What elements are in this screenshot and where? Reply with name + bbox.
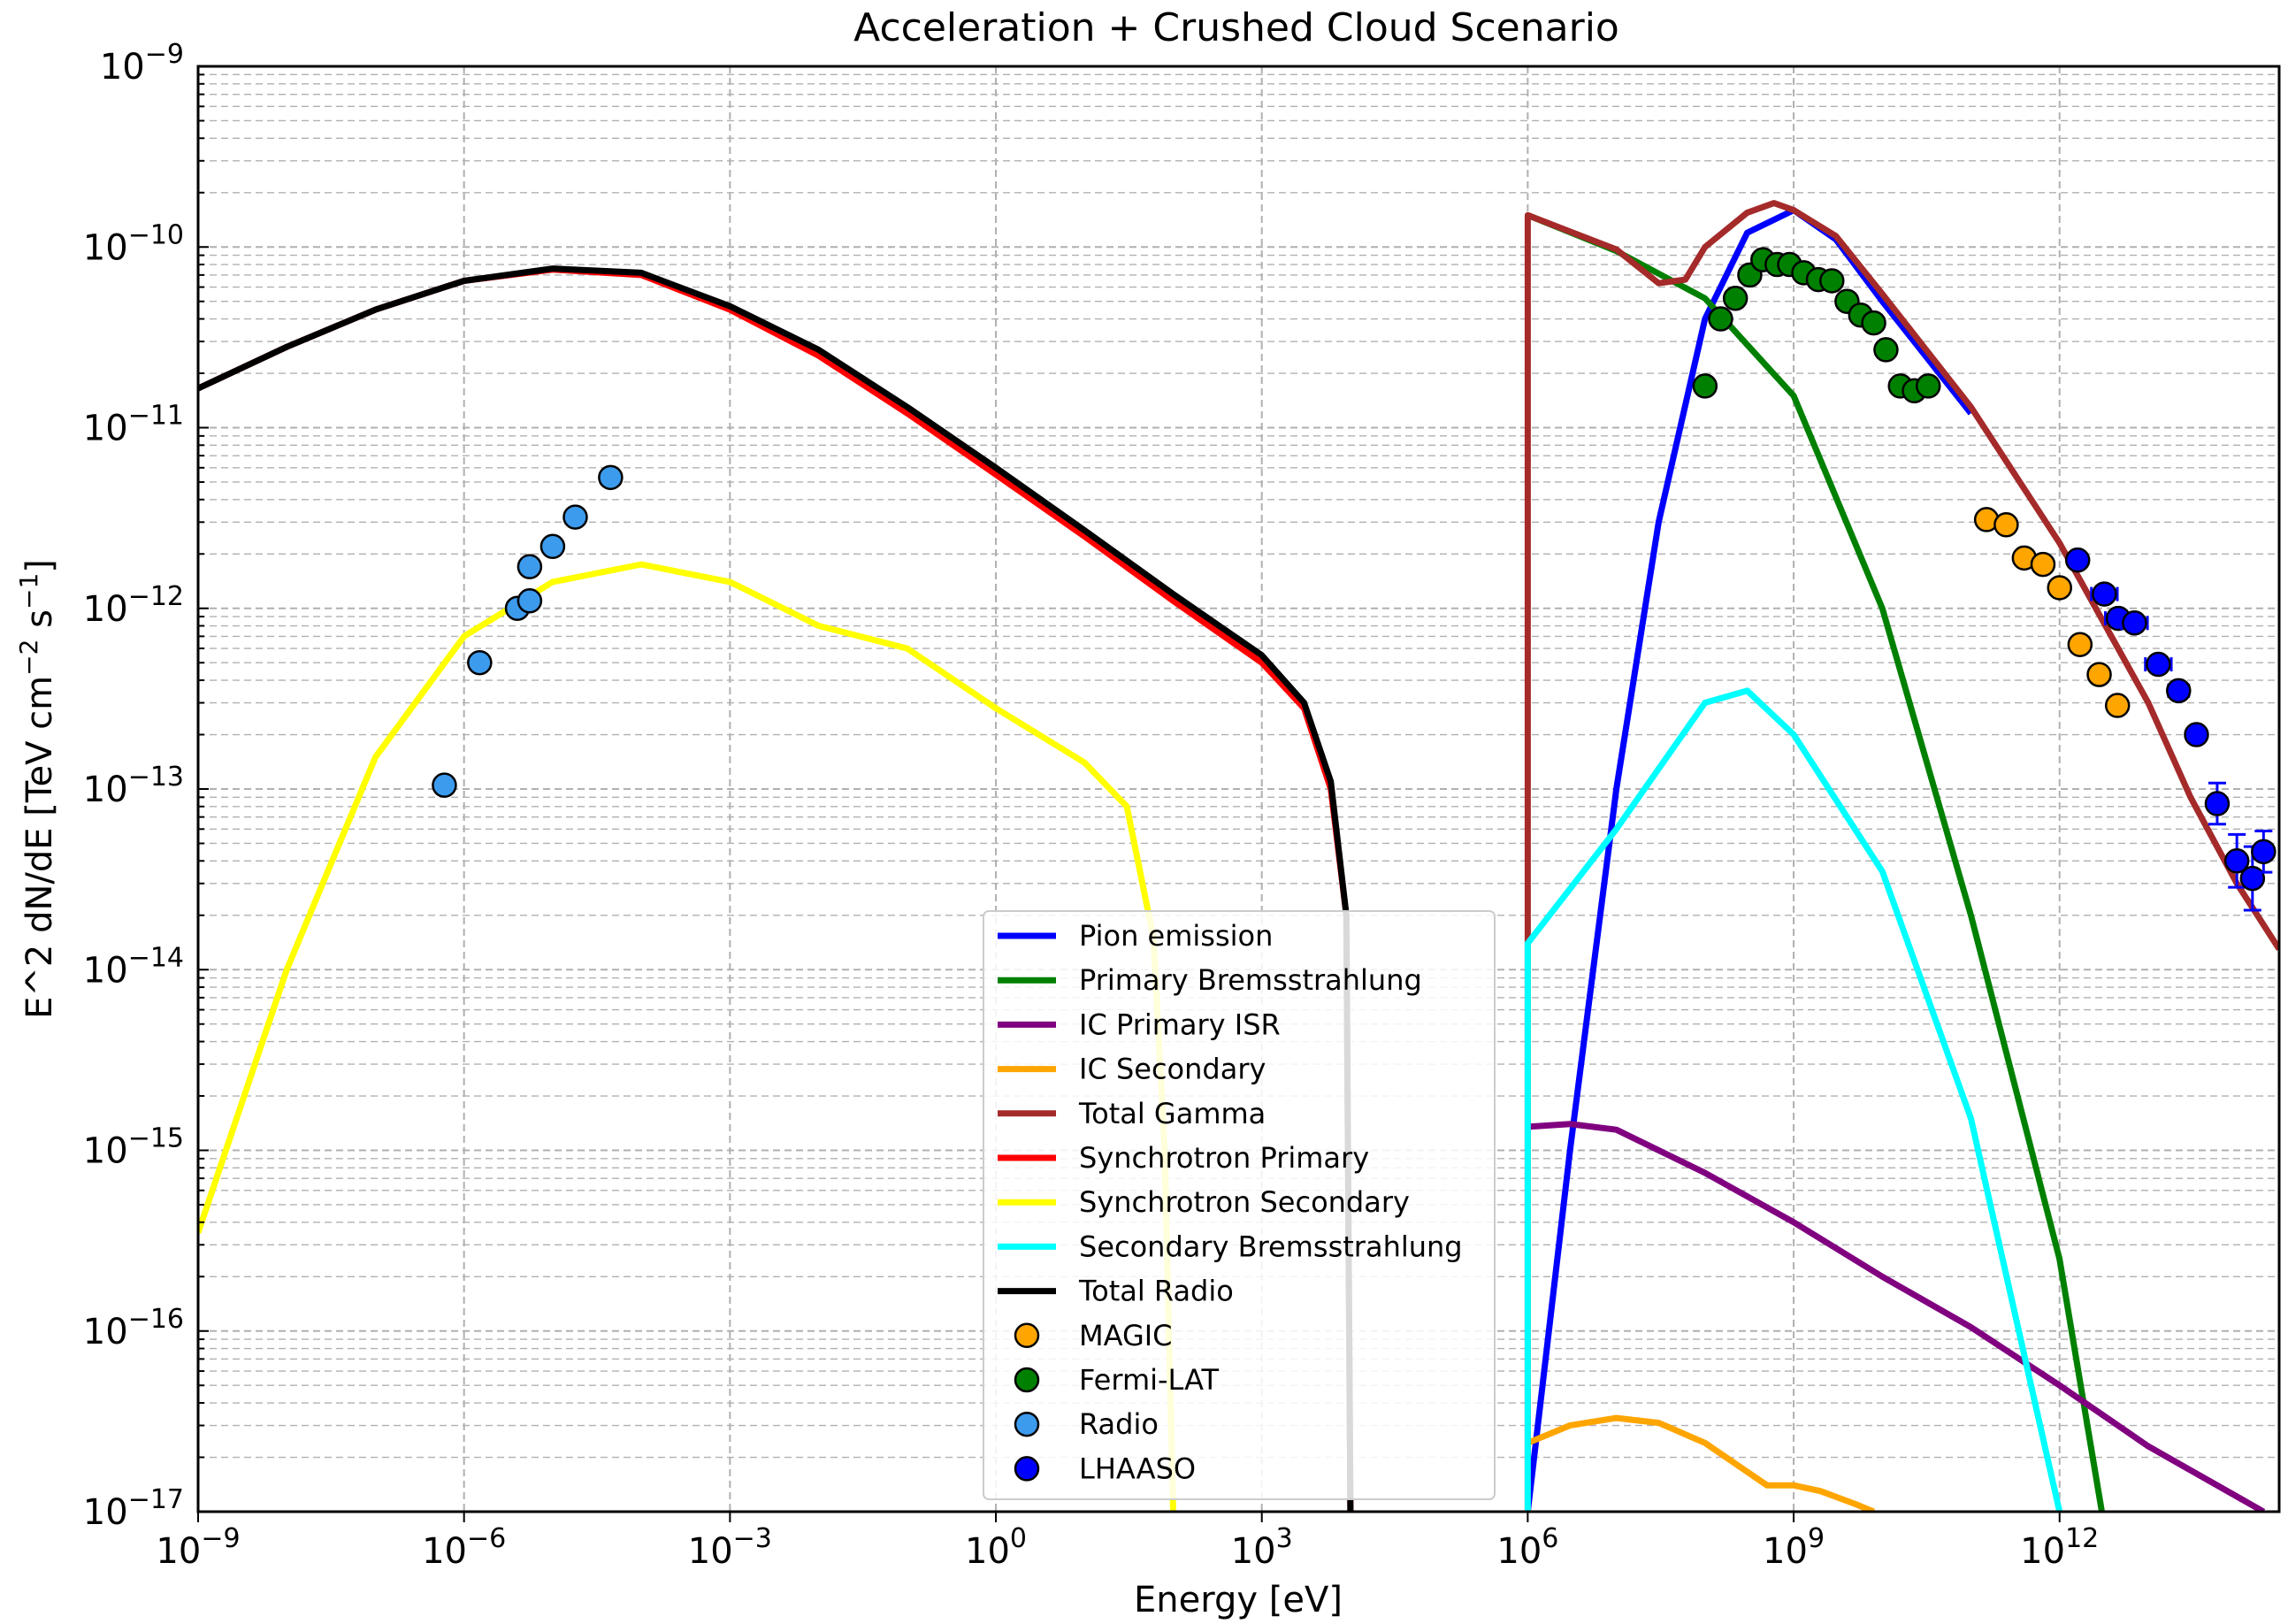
point-magic — [2030, 551, 2056, 578]
axis-ticks: 10−9 10−6 10−3 100 103 106 109 1012 10−9 10−10 10−… — [83, 39, 2099, 1572]
legend: Pion emission Primary Bremsstrahlung IC Pr… — [983, 910, 1496, 1500]
point-lhaaso — [2064, 547, 2091, 573]
point-magic — [2047, 575, 2072, 601]
point-radio — [539, 533, 566, 560]
point-fermi-lat — [1708, 306, 1733, 332]
x-tick-label: 10−6 — [422, 1523, 506, 1572]
x-tick-label: 10−9 — [156, 1523, 240, 1572]
point-radio — [562, 504, 588, 530]
legend-item: Radio — [1014, 1407, 1159, 1441]
series-lines — [198, 200, 2279, 1512]
point-lhaaso — [2122, 610, 2147, 636]
point-lhaaso — [2251, 839, 2277, 865]
legend-label: IC Primary ISR — [1079, 1007, 1281, 1041]
y-tick-label: 10−11 — [83, 401, 184, 449]
y-tick-label: 10−17 — [83, 1484, 184, 1533]
legend-label: Secondary Bremsstrahlung — [1079, 1229, 1463, 1263]
y-tick-label: 10−9 — [100, 39, 184, 88]
legend-swatch-marker — [1014, 1411, 1040, 1437]
legend-label: Synchrotron Secondary — [1079, 1185, 1410, 1219]
legend-label: Pion emission — [1079, 919, 1273, 953]
legend-label: LHAASO — [1079, 1452, 1196, 1485]
x-tick-label: 10−3 — [688, 1523, 772, 1572]
series-line-total-gamma — [1524, 200, 2279, 1512]
point-lhaaso — [2239, 865, 2266, 892]
point-fermi-lat — [1722, 286, 1749, 311]
point-radio — [517, 588, 543, 614]
point-lhaaso — [2223, 848, 2250, 874]
point-lhaaso — [2166, 678, 2192, 704]
y-tick-label: 10−16 — [83, 1304, 184, 1352]
point-fermi-lat — [1692, 373, 1718, 399]
series-line-total-radio — [198, 265, 1354, 1512]
legend-item: Total Radio — [998, 1275, 1234, 1308]
legend-item: IC Secondary — [998, 1053, 1266, 1086]
point-lhaaso — [2092, 581, 2117, 607]
series-line-secondary-bremsstrahlung — [1524, 687, 2063, 1512]
legend-swatch-marker — [1014, 1456, 1040, 1482]
legend-item: Secondary Bremsstrahlung — [998, 1229, 1463, 1263]
point-lhaaso — [2184, 722, 2209, 747]
point-radio — [432, 772, 457, 798]
legend-item: Pion emission — [998, 919, 1273, 953]
legend-item: Synchrotron Primary — [998, 1141, 1369, 1175]
legend-item: MAGIC — [1014, 1319, 1173, 1352]
grid — [197, 65, 2279, 1513]
y-axis-label: E^2 dN/dE [TeV cm−2 s−1] — [14, 559, 60, 1019]
legend-item: IC Primary ISR — [998, 1007, 1281, 1041]
point-radio — [517, 554, 543, 579]
series-markers — [432, 247, 2277, 912]
legend-swatch-marker — [1014, 1367, 1040, 1393]
y-tick-label: 10−15 — [83, 1123, 184, 1172]
legend-item: Fermi-LAT — [1014, 1363, 1220, 1397]
series-line-pion-emission — [1524, 207, 1974, 1512]
point-lhaaso — [2146, 651, 2171, 678]
legend-item: Total Gamma — [998, 1097, 1266, 1130]
plot-area — [198, 200, 2279, 1512]
x-tick-label: 103 — [1231, 1523, 1293, 1572]
legend-label: Radio — [1079, 1407, 1159, 1441]
point-magic — [2104, 693, 2131, 718]
legend-label: Primary Bremsstrahlung — [1079, 963, 1422, 997]
y-tick-label: 10−10 — [83, 219, 184, 268]
legend-item: Primary Bremsstrahlung — [998, 963, 1422, 997]
legend-label: IC Secondary — [1079, 1053, 1266, 1086]
legend-box — [983, 910, 1496, 1500]
point-fermi-lat — [1873, 337, 1899, 363]
x-tick-label: 1012 — [2020, 1523, 2099, 1572]
legend-label: Total Radio — [1078, 1275, 1234, 1308]
point-radio — [598, 464, 624, 491]
y-tick-label: 10−13 — [83, 762, 184, 810]
legend-label: Synchrotron Primary — [1079, 1141, 1369, 1175]
chart-title: Acceleration + Crushed Cloud Scenario — [853, 5, 1619, 50]
legend-label: MAGIC — [1079, 1319, 1173, 1352]
point-fermi-lat — [1915, 373, 1941, 399]
point-fermi-lat — [1819, 268, 1845, 294]
x-tick-label: 106 — [1496, 1523, 1558, 1572]
legend-swatch-marker — [1014, 1322, 1040, 1349]
series-line-ic-primary-isr — [1527, 1121, 2266, 1512]
point-lhaaso — [2204, 791, 2231, 816]
legend-label: Total Gamma — [1078, 1097, 1266, 1130]
point-magic — [1993, 512, 2019, 538]
series-line-synchrotron-secondary — [198, 561, 1176, 1512]
y-tick-label: 10−12 — [83, 581, 184, 630]
point-magic — [2086, 662, 2112, 687]
point-fermi-lat — [1861, 310, 1886, 336]
legend-item: LHAASO — [1014, 1452, 1196, 1485]
y-axis-label-group: E^2 dN/dE [TeV cm−2 s−1] — [14, 559, 60, 1019]
series-line-ic-secondary — [1527, 1414, 1875, 1512]
x-tick-label: 109 — [1763, 1523, 1825, 1572]
y-tick-label: 10−14 — [83, 942, 184, 991]
x-tick-label: 100 — [965, 1523, 1027, 1572]
point-magic — [2067, 632, 2093, 657]
legend-item: Synchrotron Secondary — [998, 1185, 1410, 1219]
legend-label: Fermi-LAT — [1079, 1363, 1220, 1397]
x-axis-label: Energy [eV] — [1134, 1580, 1343, 1620]
point-radio — [467, 649, 493, 676]
